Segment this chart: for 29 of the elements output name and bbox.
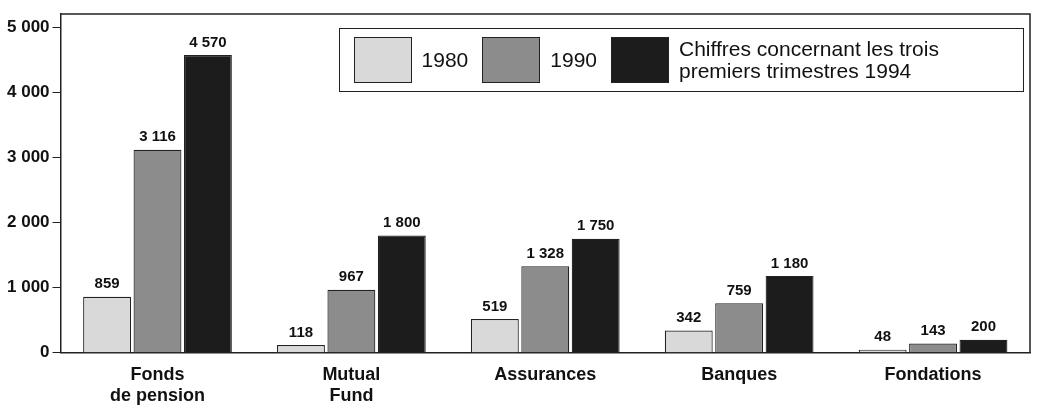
data-label: 118 (288, 322, 314, 340)
x-tick-label: Assurances (494, 363, 597, 384)
data-label: 143 (920, 321, 946, 339)
data-label: 859 (94, 274, 120, 292)
legend-label: Chiffres concernant les trois premiers trimestres 1994 (679, 36, 940, 83)
data-label: 4 570 (189, 32, 227, 50)
y-tick-label: 3 000 (6, 147, 50, 167)
y-tick-label: 0 (40, 342, 50, 362)
legend-label: 1990 (550, 47, 597, 72)
data-label: 48 (874, 327, 891, 345)
data-label: 519 (482, 296, 508, 314)
data-label: 342 (676, 308, 702, 326)
y-tick-label: 4 000 (6, 81, 50, 101)
data-label: 759 (726, 280, 752, 298)
data-label: 1 750 (576, 216, 615, 234)
data-label: 200 (970, 317, 996, 335)
x-tick-label: Mutual Fund (322, 363, 381, 406)
data-label: 1 180 (770, 253, 809, 271)
y-tick-label: 2 000 (6, 212, 50, 232)
data-label: 967 (338, 267, 364, 285)
data-label: 1 800 (383, 213, 421, 231)
x-tick-label: Fondations (884, 363, 982, 384)
legend-label: 1980 (421, 47, 469, 72)
data-label: 1 328 (526, 243, 565, 261)
data-label: 3 116 (139, 127, 176, 145)
y-tick-label: 1 000 (6, 277, 50, 297)
x-tick-label: Banques (701, 363, 778, 384)
y-tick-label: 5 000 (6, 16, 50, 36)
x-tick-label: Fonds de pension (109, 363, 205, 406)
